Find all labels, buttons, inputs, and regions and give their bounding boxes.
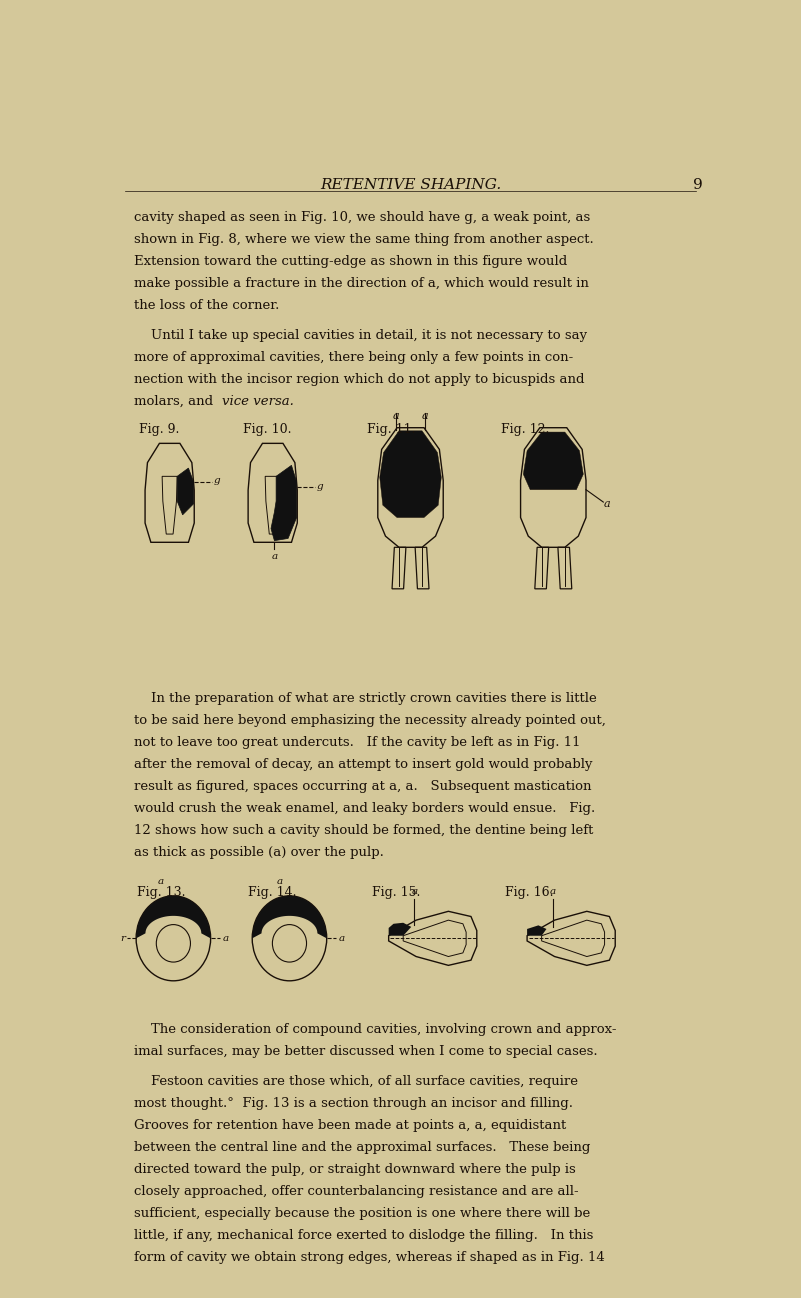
Text: nection with the incisor region which do not apply to bicuspids and: nection with the incisor region which do… — [135, 373, 585, 386]
Text: a: a — [277, 877, 284, 885]
Text: Grooves for retention have been made at points a, a, equidistant: Grooves for retention have been made at … — [135, 1119, 566, 1132]
Text: closely approached, offer counterbalancing resistance and are all-: closely approached, offer counterbalanci… — [135, 1185, 579, 1198]
Text: Fig. 13.: Fig. 13. — [138, 887, 186, 900]
Text: a: a — [549, 887, 556, 896]
Text: would crush the weak enamel, and leaky borders would ensue.   Fig.: would crush the weak enamel, and leaky b… — [135, 802, 595, 815]
Text: more of approximal cavities, there being only a few points in con-: more of approximal cavities, there being… — [135, 350, 574, 363]
Polygon shape — [177, 469, 194, 515]
Text: make possible a fracture in the direction of a, which would result in: make possible a fracture in the directio… — [135, 276, 590, 289]
Text: Festoon cavities are those which, of all surface cavities, require: Festoon cavities are those which, of all… — [135, 1075, 578, 1088]
Text: molars, and: molars, and — [135, 395, 218, 408]
Text: a: a — [339, 933, 344, 942]
Text: 12 shows how such a cavity should be formed, the dentine being left: 12 shows how such a cavity should be for… — [135, 824, 594, 837]
Polygon shape — [523, 432, 583, 489]
Text: Until I take up special cavities in detail, it is not necessary to say: Until I take up special cavities in deta… — [135, 328, 587, 341]
Text: a: a — [422, 411, 429, 421]
Text: In the preparation of what are strictly crown cavities there is little: In the preparation of what are strictly … — [135, 692, 597, 706]
Text: a: a — [158, 877, 164, 885]
Text: a: a — [223, 933, 228, 942]
Text: sufficient, especially because the position is one where there will be: sufficient, especially because the posit… — [135, 1207, 590, 1220]
Text: The consideration of compound cavities, involving crown and approx-: The consideration of compound cavities, … — [135, 1023, 617, 1036]
Text: result as figured, spaces occurring at a, a.   Subsequent mastication: result as figured, spaces occurring at a… — [135, 780, 592, 793]
Polygon shape — [271, 466, 296, 541]
Text: not to leave too great undercuts.   If the cavity be left as in Fig. 11: not to leave too great undercuts. If the… — [135, 736, 581, 749]
Text: to be said here beyond emphasizing the necessity already pointed out,: to be said here beyond emphasizing the n… — [135, 714, 606, 727]
Polygon shape — [380, 431, 441, 518]
Text: form of cavity we obtain strong edges, whereas if shaped as in Fig. 14: form of cavity we obtain strong edges, w… — [135, 1251, 605, 1264]
Text: r: r — [120, 933, 125, 942]
Text: vice versa.: vice versa. — [223, 395, 294, 408]
Text: Fig. 12.: Fig. 12. — [501, 423, 549, 436]
Text: 9: 9 — [693, 178, 702, 192]
Text: imal surfaces, may be better discussed when I come to special cases.: imal surfaces, may be better discussed w… — [135, 1045, 598, 1058]
Text: Fig. 14.: Fig. 14. — [248, 887, 296, 900]
Text: little, if any, mechanical force exerted to dislodge the filling.   In this: little, if any, mechanical force exerted… — [135, 1229, 594, 1242]
Text: most thought.°  Fig. 13 is a section through an incisor and filling.: most thought.° Fig. 13 is a section thro… — [135, 1097, 574, 1110]
Text: shown in Fig. 8, where we view the same thing from another aspect.: shown in Fig. 8, where we view the same … — [135, 232, 594, 245]
Text: a: a — [392, 411, 399, 421]
Text: Extension toward the cutting-edge as shown in this figure would: Extension toward the cutting-edge as sho… — [135, 254, 568, 267]
Polygon shape — [527, 925, 546, 936]
Text: as thick as possible (a) over the pulp.: as thick as possible (a) over the pulp. — [135, 846, 384, 859]
Text: a: a — [412, 887, 417, 896]
Text: a: a — [604, 498, 610, 509]
Text: a: a — [272, 552, 277, 561]
Text: RETENTIVE SHAPING.: RETENTIVE SHAPING. — [320, 178, 501, 192]
Text: directed toward the pulp, or straight downward where the pulp is: directed toward the pulp, or straight do… — [135, 1163, 576, 1176]
Text: after the removal of decay, an attempt to insert gold would probably: after the removal of decay, an attempt t… — [135, 758, 593, 771]
Polygon shape — [388, 923, 411, 936]
Polygon shape — [252, 896, 327, 938]
Text: Fig. 9.: Fig. 9. — [139, 423, 179, 436]
Text: Fig. 15.: Fig. 15. — [372, 887, 421, 900]
Text: Fig. 16.: Fig. 16. — [505, 887, 553, 900]
Text: Fig. 11.: Fig. 11. — [367, 423, 416, 436]
Text: Fig. 10.: Fig. 10. — [243, 423, 292, 436]
Text: between the central line and the approximal surfaces.   These being: between the central line and the approxi… — [135, 1141, 590, 1154]
Polygon shape — [136, 896, 211, 938]
Text: g: g — [213, 476, 220, 485]
Text: cavity shaped as seen in Fig. 10, we should have g, a weak point, as: cavity shaped as seen in Fig. 10, we sho… — [135, 210, 590, 223]
Text: the loss of the corner.: the loss of the corner. — [135, 299, 280, 312]
Text: g: g — [316, 482, 323, 491]
